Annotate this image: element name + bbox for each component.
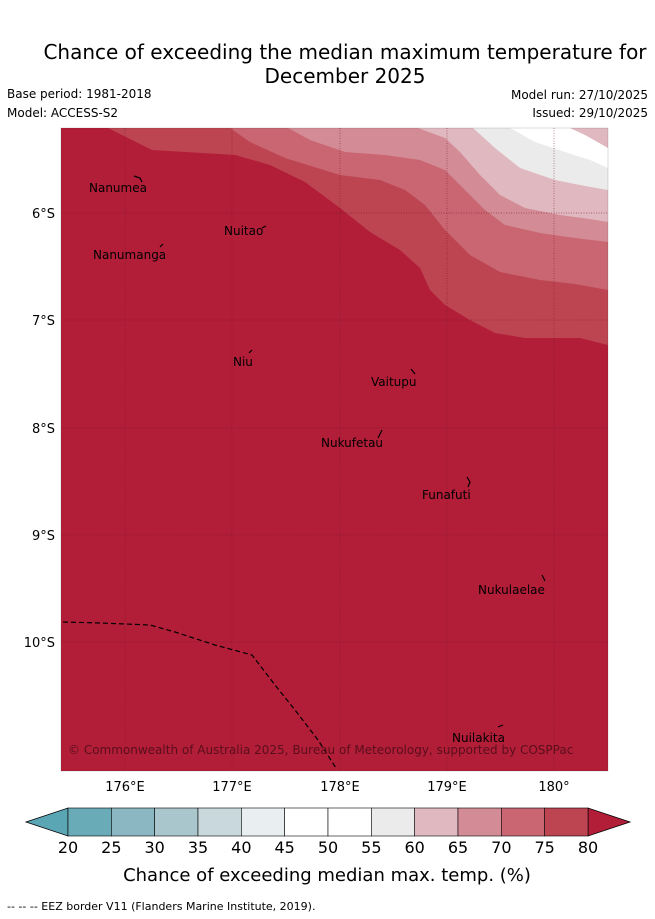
- colorbar-cell-25-30: [111, 807, 155, 837]
- place-vaitupu: Vaitupu: [371, 375, 417, 389]
- colorbar-label-70: 70: [491, 838, 511, 857]
- island-niu: [248, 349, 253, 354]
- colorbar-label-45: 45: [274, 838, 294, 857]
- place-nuilakita: Nuilakita: [452, 731, 505, 745]
- colorbar-cell-55-60: [371, 807, 415, 837]
- colorbar-label-65: 65: [448, 838, 468, 857]
- island-nanumea: [133, 175, 143, 183]
- lon-tick-178: 178°E: [320, 780, 360, 795]
- island-nuilakita: [497, 724, 504, 728]
- probability-field: [61, 128, 608, 771]
- island-funafuti: [466, 476, 471, 488]
- map-figure: Nanumea Nuitao Nanumanga Niu Vaitupu Nuk…: [24, 127, 632, 886]
- colorbar-cell-35-40: [197, 807, 242, 837]
- colorbar-cell-75-80: [544, 807, 589, 837]
- lat-tick-7: 7°S: [32, 314, 55, 329]
- colorbar-cell-50-55: [327, 807, 372, 837]
- model-name: Model: ACCESS-S2: [7, 106, 119, 120]
- place-nukufetau: Nukufetau: [321, 436, 383, 450]
- place-funafuti: Funafuti: [422, 488, 471, 502]
- colorbar-label-80: 80: [578, 838, 598, 857]
- issued-date: Issued: 29/10/2025: [532, 106, 648, 120]
- base-period: Base period: 1981-2018: [7, 87, 152, 101]
- colorbar-label-30: 30: [144, 838, 164, 857]
- map-frame: [60, 127, 609, 772]
- lat-tick-6: 6°S: [32, 207, 55, 222]
- model-run: Model run: 27/10/2025: [510, 88, 648, 102]
- latitude-axis: 6°S 7°S 8°S 9°S 10°S: [24, 207, 55, 651]
- lon-tick-180: 180°: [538, 780, 569, 795]
- island-vaitupu: [410, 368, 416, 375]
- colorbar-label-50: 50: [318, 838, 338, 857]
- copyright-notice: © Commonwealth of Australia 2025, Bureau…: [68, 743, 573, 757]
- colorbar-label-40: 40: [231, 838, 251, 857]
- colorbar-label-55: 55: [361, 838, 381, 857]
- colorbar-cell-20-25: [67, 807, 112, 837]
- island-nukufetau: [377, 429, 383, 439]
- place-nanumea: Nanumea: [89, 181, 147, 195]
- colorbar-label-20: 20: [58, 838, 78, 857]
- colorbar-cell-65-70: [457, 807, 502, 837]
- colorbar-under-arrow: [24, 807, 69, 837]
- island-nukulaelae: [541, 574, 546, 582]
- colorbar-cell-45-50: [284, 807, 329, 837]
- island-nanumanga: [159, 243, 164, 248]
- colorbar-over-arrow: [587, 807, 632, 837]
- gridlines: [61, 128, 608, 771]
- colorbar-label-25: 25: [101, 838, 121, 857]
- map-title: Chance of exceeding the median maximum t…: [0, 40, 655, 88]
- lon-tick-177: 177°E: [212, 780, 252, 795]
- place-niu: Niu: [233, 355, 253, 369]
- colorbar-cell-60-65: [414, 807, 459, 837]
- lon-tick-176: 176°E: [105, 780, 145, 795]
- lat-tick-10: 10°S: [24, 636, 55, 651]
- colorbar-cell-70-75: [501, 807, 545, 837]
- place-nanumanga: Nanumanga: [93, 248, 166, 262]
- eez-footnote: -- -- -- EEZ border V11 (Flanders Marine…: [7, 900, 316, 913]
- lat-tick-8: 8°S: [32, 422, 55, 437]
- eez-border: [62, 621, 337, 769]
- colorbar-cell-40-45: [241, 807, 285, 837]
- colorbar-label-60: 60: [404, 838, 424, 857]
- island-nuitao: [261, 225, 267, 229]
- place-nuitao: Nuitao: [224, 224, 263, 238]
- title-line-1: Chance of exceeding the median maximum t…: [43, 40, 647, 64]
- longitude-axis: 176°E 177°E 178°E 179°E 180°: [105, 780, 569, 795]
- colorbar-label-75: 75: [534, 838, 554, 857]
- colorbar-title: Chance of exceeding median max. temp. (%…: [123, 865, 531, 886]
- colorbar: 20 25 30 35 40 45 50 55 60 65 70 75 80 Chance of exc…: [24, 807, 632, 886]
- colorbar-cell-30-35: [154, 807, 199, 837]
- place-nukulaelae: Nukulaelae: [478, 583, 545, 597]
- lat-tick-9: 9°S: [32, 529, 55, 544]
- band-50-55: [510, 128, 608, 168]
- lon-tick-179: 179°E: [427, 780, 467, 795]
- colorbar-label-35: 35: [188, 838, 208, 857]
- islands: [133, 175, 546, 728]
- title-line-2: December 2025: [264, 64, 426, 88]
